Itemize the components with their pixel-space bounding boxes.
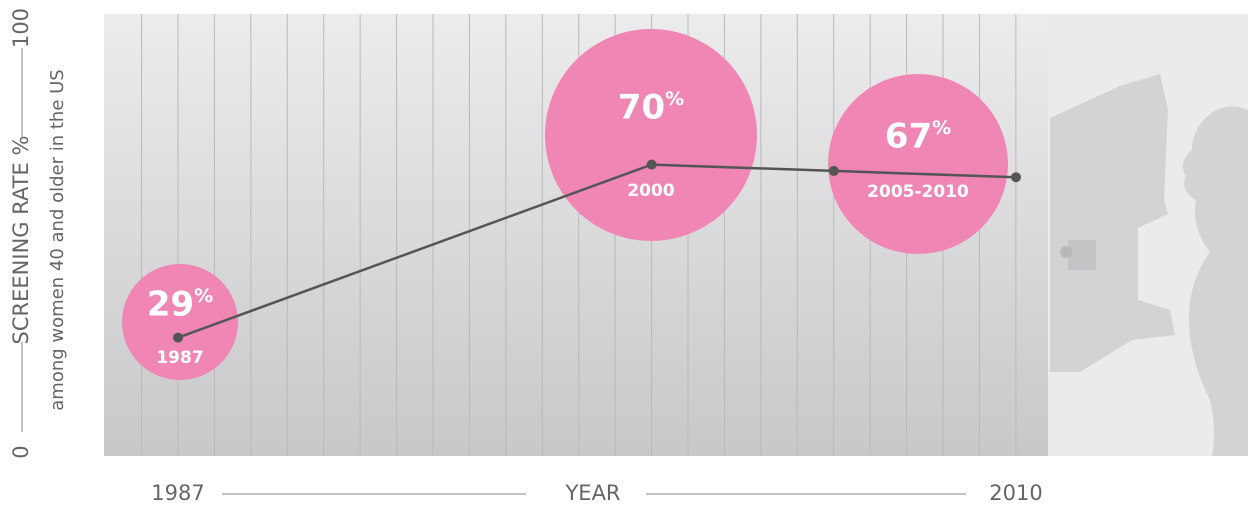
bubble-period: 1987 (156, 348, 203, 368)
illustration (1050, 74, 1248, 457)
bubble (828, 74, 1008, 254)
bubble (545, 29, 757, 241)
x-axis-label: YEAR (564, 481, 620, 505)
y-axis-caption: 0 SCREENING RATE % 100 among women 40 an… (9, 8, 68, 459)
y-axis-sublabel: among women 40 and older in the US (47, 69, 68, 410)
y-axis-label: SCREENING RATE % (9, 136, 33, 345)
line (177, 163, 1017, 339)
bubble-period: 2000 (627, 181, 674, 201)
x-tick-label: 2010 (989, 481, 1042, 505)
y-tick-label: 100 (9, 8, 33, 48)
point (646, 159, 657, 170)
point (1011, 172, 1021, 183)
point (173, 332, 183, 343)
bubble (122, 264, 238, 380)
x-tick-label: 1987 (151, 481, 204, 505)
x-axis-caption: YEAR (222, 481, 966, 505)
y-tick-label: 0 (9, 445, 33, 458)
point (828, 165, 839, 176)
bubble-period: 2005-2010 (867, 182, 969, 202)
